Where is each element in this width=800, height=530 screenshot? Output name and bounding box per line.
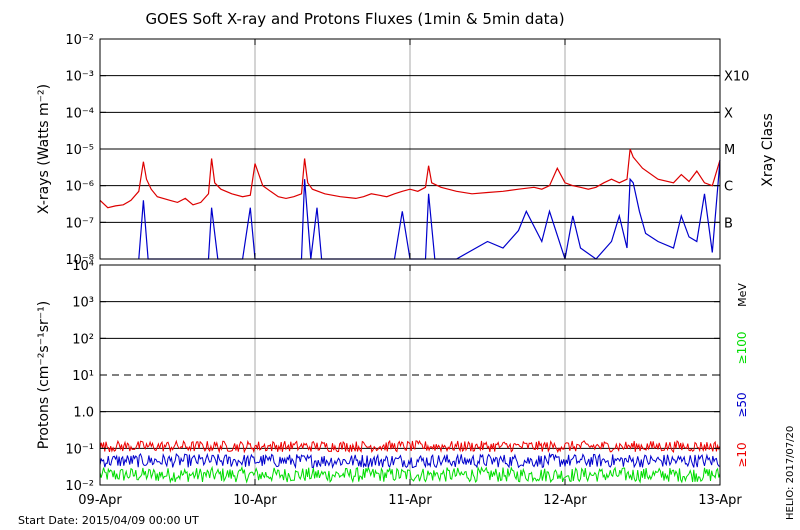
xray-panel: 10⁻⁸ 10⁻⁷ 10⁻⁶ 10⁻⁵ 10⁻⁴ 10⁻³ 10⁻² B C M X X10 X-r… [36, 33, 776, 268]
protons-energy-legend: ≥10 ≥50 ≥100 [735, 332, 749, 468]
xray-long-channel-line [99, 148, 721, 209]
xray-y-ticks: 10⁻⁸ 10⁻⁷ 10⁻⁶ 10⁻⁵ 10⁻⁴ 10⁻³ 10⁻² [65, 33, 720, 268]
xray-y-tick-label: 10⁻⁷ [65, 216, 94, 231]
xray-short-channel-line [138, 159, 721, 260]
xray-y-tick-label: 10⁻⁴ [65, 106, 94, 121]
protons-legend-label: ≥50 [735, 392, 749, 417]
protons-unit-label: MeV [736, 283, 749, 307]
x-tick-label: 11-Apr [388, 493, 432, 508]
xray-class-label: X [724, 106, 733, 121]
protons-y-axis-label: Protons (cm⁻²s⁻¹sr⁻¹) [36, 301, 52, 450]
credit-label: HELIO: 2017/07/20 [785, 426, 796, 520]
protons-legend-label: ≥100 [735, 332, 749, 365]
xray-series-group [99, 148, 721, 260]
protons-y-tick-label: 10² [72, 332, 94, 347]
xray-y-axis-label: X-rays (Watts m⁻²) [36, 84, 52, 214]
protons-y-tick-label: 1.0 [73, 406, 94, 421]
protons-y-tick-label: 10¹ [72, 369, 94, 384]
protons-y-tick-label: 10⁴ [72, 259, 94, 274]
protons-legend-label: ≥10 [735, 442, 749, 467]
xray-class-label: M [724, 143, 735, 158]
protons-series-group [99, 439, 721, 484]
protons-series-line [99, 439, 721, 454]
xray-y-tick-label: 10⁻⁸ [65, 253, 94, 268]
protons-y-ticks: 10⁻² 10⁻¹ 1.0 10¹ 10² 10³ 10⁴ [65, 259, 720, 494]
x-tick-label: 12-Apr [543, 493, 587, 508]
xray-class-label: X10 [724, 70, 749, 85]
xray-y-tick-label: 10⁻³ [65, 70, 94, 85]
x-tick-label: 10-Apr [233, 493, 277, 508]
xray-gridlines [100, 39, 720, 259]
xray-y-tick-label: 10⁻² [65, 33, 94, 48]
protons-y-tick-label: 10⁻² [65, 479, 94, 494]
xray-y-tick-label: 10⁻⁵ [65, 143, 94, 158]
xray-class-label: C [724, 180, 733, 195]
xray-y-tick-label: 10⁻⁶ [65, 180, 94, 195]
protons-y-tick-label: 10⁻¹ [65, 442, 94, 457]
protons-panel: 10⁻² 10⁻¹ 1.0 10¹ 10² 10³ 10⁴ Protons (cm⁻²s⁻¹… [36, 259, 749, 494]
x-tick-label: 09-Apr [78, 493, 122, 508]
protons-series-line [99, 465, 721, 484]
xray-class-axis-label: Xray Class [760, 113, 776, 187]
x-tick-label: 13-Apr [698, 493, 742, 508]
start-date-label: Start Date: 2015/04/09 00:00 UT [18, 514, 199, 527]
xray-class-label: B [724, 216, 733, 231]
protons-y-tick-label: 10³ [72, 296, 94, 311]
chart-title: GOES Soft X-ray and Protons Fluxes (1min… [145, 10, 564, 28]
x-axis-ticks: 09-Apr 10-Apr 11-Apr 12-Apr 13-Apr [78, 39, 742, 508]
xray-class-labels: B C M X X10 [724, 70, 749, 232]
protons-series-line [99, 452, 721, 470]
protons-gridlines [100, 265, 720, 485]
